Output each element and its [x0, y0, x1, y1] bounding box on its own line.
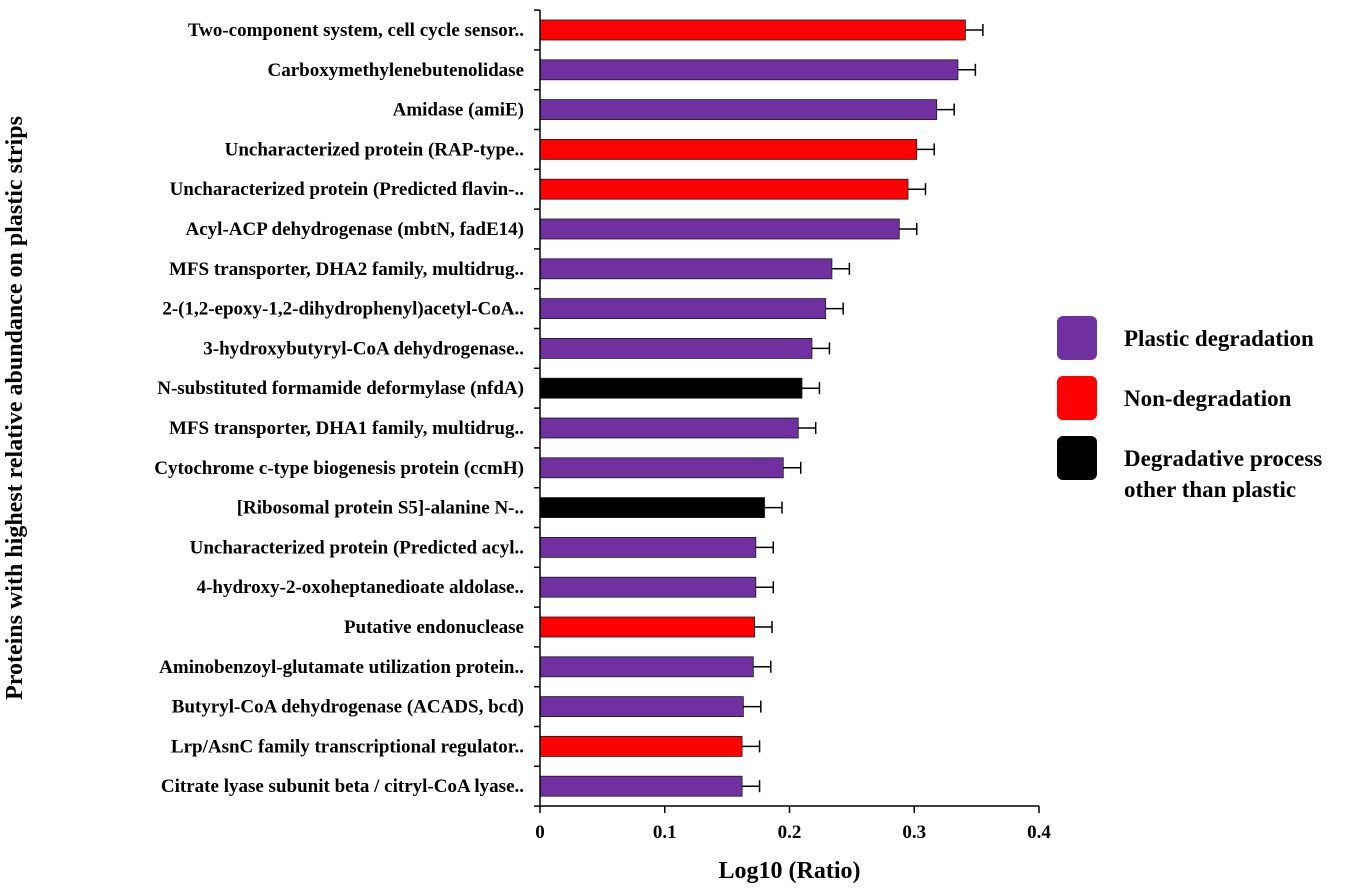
bar: [539, 537, 757, 558]
bar: [539, 59, 959, 81]
category-label: Lrp/AsnC family transcriptional regulato…: [171, 736, 524, 757]
error-bar: [801, 382, 821, 395]
error-bar: [764, 501, 783, 514]
legend-label: Degradative process: [1124, 446, 1322, 471]
legend-label: Plastic degradation: [1124, 326, 1314, 351]
error-bar: [753, 660, 772, 673]
category-label: Acyl-ACP dehydrogenase (mbtN, fadE14): [186, 219, 524, 240]
category-labels: Two-component system, cell cycle sensor.…: [154, 20, 524, 797]
error-bar: [754, 621, 773, 633]
y-axis-ticks: [534, 9, 540, 807]
x-axis-title: Log10 (Ratio): [719, 858, 861, 884]
error-bar: [916, 143, 935, 156]
bar: [539, 337, 813, 359]
bar: [539, 656, 754, 678]
category-label: N-substituted formamide deformylase (nfd…: [157, 378, 524, 399]
category-label: Uncharacterized protein (Predicted acyl.…: [190, 537, 524, 558]
category-label: Putative endonuclease: [344, 617, 524, 638]
bar: [539, 258, 833, 280]
category-label: 3-hydroxybutyryl-CoA dehydrogenase..: [203, 338, 524, 359]
bar: [539, 576, 757, 598]
x-tick-label: 0: [535, 822, 545, 843]
category-label: Butyryl-CoA dehydrogenase (ACADS, bcd): [172, 697, 524, 718]
error-bar: [755, 581, 775, 594]
legend-item: Degradative process other than plastic: [1057, 436, 1322, 502]
error-bar: [811, 342, 831, 355]
bar: [539, 497, 765, 519]
legend-swatch: [1057, 436, 1097, 480]
error-bar: [825, 302, 844, 315]
x-tick-label: 0.3: [902, 822, 926, 843]
error-bar: [743, 700, 762, 713]
x-tick-label: 0.2: [778, 822, 802, 843]
error-bar: [936, 103, 955, 116]
category-label: MFS transporter, DHA2 family, multidrug.…: [169, 259, 524, 280]
legend-swatch: [1057, 316, 1097, 360]
category-label: 2-(1,2-epoxy-1,2-dihydrophenyl)acetyl-Co…: [162, 299, 524, 320]
legend: Plastic degradation Non-degradation Degrad…: [1057, 316, 1322, 502]
category-label: Carboxymethylenebutenolidase: [268, 60, 525, 81]
legend-item: Non-degradation: [1057, 376, 1292, 420]
error-bar: [908, 183, 927, 196]
error-bar: [783, 461, 802, 474]
error-bar: [755, 541, 775, 554]
error-bars-layer: [742, 24, 984, 793]
bar: [539, 377, 803, 399]
legend-label: Non-degradation: [1124, 386, 1292, 411]
bar: [539, 138, 918, 160]
legend-item: Plastic degradation: [1057, 316, 1314, 360]
bar: [539, 19, 966, 41]
bar: [539, 457, 784, 479]
category-label: 4-hydroxy-2-oxoheptanedioate aldolase..: [197, 577, 524, 598]
category-label: MFS transporter, DHA1 family, multidrug.…: [169, 418, 524, 439]
bar: [539, 616, 755, 638]
bar: [539, 99, 938, 120]
y-axis-title: Proteins with highest relative abundance…: [2, 116, 28, 700]
category-label: Uncharacterized protein (RAP-type..: [225, 139, 524, 160]
bar: [539, 736, 743, 757]
category-label: Aminobenzoyl-glutamate utilization prote…: [159, 657, 524, 678]
x-tick-label: 0.1: [653, 822, 677, 843]
bar: [539, 775, 743, 797]
bar: [539, 417, 799, 439]
category-label: Citrate lyase subunit beta / citryl-CoA …: [161, 776, 524, 797]
category-label: Amidase (amiE): [393, 100, 524, 121]
bar: [539, 178, 909, 200]
error-bar: [831, 262, 851, 275]
error-bar: [965, 24, 984, 36]
error-bar: [742, 740, 761, 753]
category-label: Cytochrome c-type biogenesis protein (cc…: [154, 458, 524, 479]
category-label: [Ribosomal protein S5]-alanine N-..: [237, 498, 524, 519]
bars-layer: [539, 19, 966, 797]
x-axis-ticks: 0 0.1 0.2 0.3 0.4: [535, 806, 1051, 843]
bar: [539, 218, 900, 240]
category-label: Uncharacterized protein (Predicted flavi…: [170, 179, 524, 200]
x-tick-label: 0.4: [1027, 822, 1051, 843]
error-bar: [742, 780, 761, 793]
bar: [539, 298, 827, 320]
legend-swatch: [1057, 376, 1097, 420]
error-bar: [899, 223, 918, 235]
legend-label: other than plastic: [1124, 477, 1296, 502]
error-bar: [798, 422, 817, 434]
category-label: Two-component system, cell cycle sensor.…: [188, 20, 524, 41]
bar: [539, 696, 744, 717]
error-bar: [957, 63, 977, 76]
